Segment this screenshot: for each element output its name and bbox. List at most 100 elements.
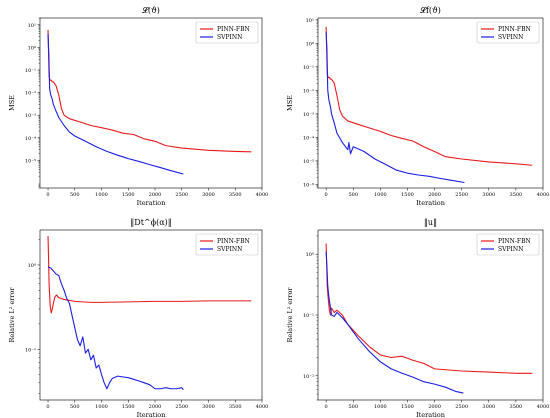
x-tick-label: 500 [348,404,358,410]
x-tick-label: 4000 [537,404,550,410]
x-tick-label: 3000 [482,404,495,410]
y-tick-label: 10⁰ [28,45,36,51]
legend-box [195,233,259,256]
legend-label: SVPINN [498,34,523,41]
x-tick-label: 0 [46,192,49,198]
x-tick-label: 1000 [95,192,108,198]
legend-label: PINN-FBN [498,238,531,245]
series-line-svpinn [325,32,465,184]
legend-label: SVPINN [498,246,523,253]
series-line-pinn-fbn [325,243,533,374]
x-tick-label: 2000 [149,192,162,198]
y-tick-label: 10⁻¹ [25,347,36,353]
y-tick-label: 10⁻⁵ [25,158,36,164]
y-tick-label: 10⁰ [306,41,314,47]
y-tick-label: 10⁻⁴ [303,135,314,141]
x-tick-label: 500 [70,192,80,198]
plot-frame [317,229,544,401]
y-tick-label: 10⁻² [303,88,314,94]
y-axis-label: Relative L² error [286,287,294,343]
x-tick-label: 2000 [149,404,162,410]
y-tick-label: 10⁻² [25,91,36,97]
x-tick-label: 1000 [95,404,108,410]
x-tick-label: 1000 [374,192,387,198]
x-tick-label: 2500 [455,192,468,198]
chart-panel-2: 0 500 1000 1500 2000 2500 3000 3500 4000 10⁻⁶ 10⁻⁵… [286,5,549,207]
x-tick-label: 4000 [537,192,550,198]
x-tick-label: 1000 [374,404,387,410]
chart-title: ‖u‖ [424,218,437,227]
x-tick-label: 1500 [401,192,414,198]
x-tick-label: 500 [348,192,358,198]
x-tick-label: 3500 [510,404,523,410]
y-tick-label: 10⁻⁵ [303,159,314,165]
x-tick-label: 500 [70,404,80,410]
x-tick-label: 0 [325,404,328,410]
series-line-pinn-fbn [325,26,533,166]
y-tick-label: 10⁰ [306,252,314,258]
y-axis-label: MSE [8,95,16,111]
x-axis-label: Iteration [416,411,445,418]
x-tick-label: 3000 [482,192,495,198]
x-tick-label: 4000 [256,404,269,410]
legend-label: PINN-FBN [217,26,250,33]
legend-box [476,233,540,256]
x-tick-label: 2500 [455,404,468,410]
y-tick-label: 10⁻¹ [303,65,314,71]
chart-title: 𝓛(ϑ) [142,5,160,15]
x-tick-label: 2000 [428,404,441,410]
legend-label: SVPINN [217,34,242,41]
x-tick-label: 0 [325,192,328,198]
y-tick-label: 10⁻⁴ [25,136,36,142]
x-tick-label: 2000 [428,192,441,198]
legend-label: PINN-FBN [217,238,250,245]
y-tick-label: 10⁻³ [303,112,314,118]
x-tick-label: 0 [46,404,49,410]
x-axis-label: Iteration [137,411,166,418]
x-axis-label: Iteration [137,199,166,207]
y-tick-label: 10⁻² [303,374,314,380]
chart-title: 𝓛f(ϑ) [420,5,441,15]
legend-box [476,21,540,44]
plot-frame [39,229,263,401]
y-axis-label: Relative L² error [8,287,16,343]
x-tick-label: 3500 [229,192,242,198]
x-tick-label: 1500 [401,404,414,410]
y-tick-label: 10⁰ [28,263,36,269]
x-tick-label: 1500 [122,404,135,410]
x-tick-label: 2500 [175,192,188,198]
series-line-svpinn [47,266,184,391]
chart-panel-1: 0 500 1000 1500 2000 2500 3000 3500 4000 10⁻⁵ 10⁻⁴… [8,5,268,207]
series-line-svpinn [325,251,464,394]
legend-box [195,21,259,44]
plot-frame [39,17,263,189]
y-tick-label: 10¹ [28,23,36,29]
x-tick-label: 4000 [256,192,269,198]
y-tick-label: 10¹ [306,18,314,24]
legend-label: SVPINN [217,246,242,253]
series-line-pinn-fbn [47,236,252,314]
chart-panel-4: 0 500 1000 1500 2000 2500 3000 3500 4000 10⁻² 10⁻¹… [286,218,549,418]
x-tick-label: 1500 [122,192,135,198]
y-axis-label: MSE [286,95,294,111]
x-tick-label: 2500 [175,404,188,410]
x-tick-label: 3500 [510,192,523,198]
x-tick-label: 3500 [229,404,242,410]
x-tick-label: 3000 [202,404,215,410]
y-tick-label: 10⁻¹ [303,313,314,319]
y-tick-label: 10⁻⁶ [303,182,314,188]
series-line-svpinn [47,33,184,175]
x-axis-label: Iteration [416,199,445,207]
chart-panel-3: 0 500 1000 1500 2000 2500 3000 3500 4000 10⁻¹ 10⁰ ‖… [8,218,268,418]
legend-label: PINN-FBN [498,26,531,33]
y-tick-label: 10⁻³ [25,113,36,119]
x-tick-label: 3000 [202,192,215,198]
series-line-pinn-fbn [47,29,252,153]
chart-title: ‖Dt^ϕ(α)‖ [130,218,171,227]
plot-frame [317,17,544,189]
